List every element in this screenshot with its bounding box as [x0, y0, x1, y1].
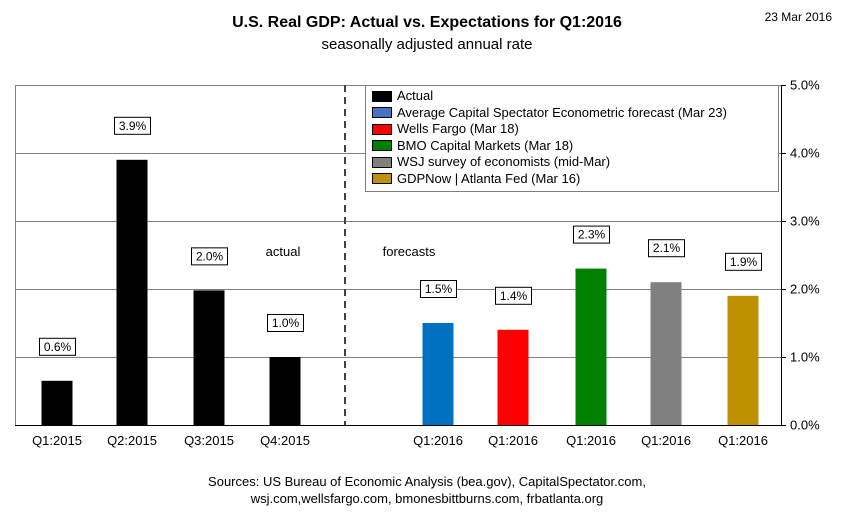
- data-label-box: [267, 314, 304, 332]
- x-tick-label: Q4:2015: [260, 433, 310, 448]
- data-label: 1.9%: [730, 255, 758, 269]
- bar: [575, 268, 607, 425]
- x-tick-label: Q1:2016: [718, 433, 768, 448]
- legend-swatch: [372, 90, 392, 102]
- data-label-box: [573, 225, 610, 244]
- legend-label: Wells Fargo (Mar 18): [397, 121, 519, 137]
- data-label: 1.5%: [425, 282, 453, 296]
- y-tick-label: 3.0%: [790, 214, 820, 229]
- sources-line-2: wsj.com,wellsfargo.com, bmonesbittburns.…: [250, 491, 604, 506]
- data-label-box: [495, 286, 532, 305]
- x-tick-label: Q3:2015: [184, 433, 234, 448]
- legend-item: Average Capital Spectator Econometric fo…: [372, 105, 778, 122]
- section-label-actual: actual: [266, 244, 301, 259]
- data-label: 3.9%: [119, 119, 147, 133]
- x-tick-label: Q1:2016: [566, 433, 616, 448]
- legend-swatch: [372, 156, 392, 168]
- bar: [650, 282, 682, 425]
- sources-line-1: Sources: US Bureau of Economic Analysis …: [208, 474, 646, 489]
- y-tick-label: 4.0%: [790, 146, 820, 161]
- axes: 0.0% 1.0% 2.0% 3.0% 4.0% 5.0% Q1:2015 Q2:2015 Q3…: [15, 78, 820, 448]
- data-label: 1.0%: [272, 316, 300, 330]
- bar: [41, 380, 73, 425]
- section-label-forecasts: forecasts: [383, 244, 436, 259]
- data-labels: actual forecasts 0.6% 3.9% 2.0% 1.0% 1.5% 1.4% 2…: [39, 116, 762, 356]
- legend-swatch: [372, 107, 392, 119]
- data-label: 2.0%: [196, 249, 224, 263]
- bar: [497, 329, 529, 425]
- legend-swatch: [372, 140, 392, 152]
- data-label-box: [725, 252, 762, 271]
- legend-item: GDPNow | Atlanta Fed (Mar 16): [372, 171, 778, 188]
- legend-item: WSJ survey of economists (mid-Mar): [372, 154, 778, 171]
- data-label-box: [114, 116, 151, 135]
- bar: [269, 357, 301, 425]
- legend-item: Actual: [372, 88, 778, 105]
- legend-label: Actual: [397, 88, 434, 104]
- y-tick-label: 2.0%: [790, 282, 820, 297]
- bar: [193, 290, 225, 425]
- legend-swatch: [372, 173, 392, 185]
- x-tick-label: Q2:2015: [107, 433, 157, 448]
- legend-label: BMO Capital Markets (Mar 18): [397, 137, 574, 153]
- data-label-box: [191, 247, 228, 266]
- chart-subtitle: seasonally adjusted annual rate: [321, 36, 533, 53]
- x-tick-label: Q1:2016: [641, 433, 691, 448]
- data-label: 2.3%: [578, 228, 606, 242]
- legend-label: WSJ survey of economists (mid-Mar): [397, 154, 611, 170]
- x-tick-label: Q1:2016: [413, 433, 463, 448]
- bar: [727, 295, 759, 425]
- legend-label: GDPNow | Atlanta Fed (Mar 16): [397, 170, 581, 186]
- legend-swatch: [372, 123, 392, 135]
- data-label: 1.4%: [500, 289, 528, 303]
- y-tick-label: 0.0%: [790, 418, 820, 433]
- x-tick-label: Q1:2015: [32, 433, 82, 448]
- data-label: 2.1%: [653, 241, 681, 255]
- data-label-box: [648, 239, 685, 258]
- data-label-box: [420, 280, 457, 298]
- bars: [41, 159, 759, 426]
- chart-title: U.S. Real GDP: Actual vs. Expectations f…: [232, 14, 622, 31]
- y-tick-label: 1.0%: [790, 350, 820, 365]
- legend-item: BMO Capital Markets (Mar 18): [372, 138, 778, 155]
- y-tick-label: 5.0%: [790, 78, 820, 93]
- legend-item: Wells Fargo (Mar 18): [372, 121, 778, 138]
- data-label: 0.6%: [44, 340, 72, 354]
- x-tick-label: Q1:2016: [488, 433, 538, 448]
- bar: [422, 323, 454, 425]
- legend: Actual Average Capital Spectator Economet…: [365, 85, 779, 192]
- bar: [116, 159, 148, 426]
- legend-label: Average Capital Spectator Econometric fo…: [397, 104, 727, 120]
- data-label-box: [39, 337, 76, 356]
- chart-date: 23 Mar 2016: [764, 10, 832, 24]
